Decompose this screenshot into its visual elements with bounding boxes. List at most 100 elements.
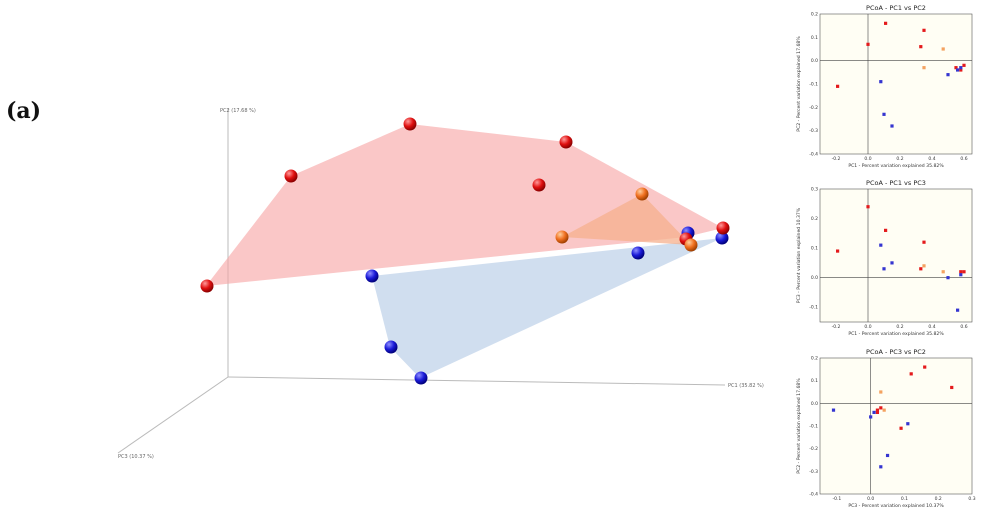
data-point xyxy=(962,270,966,274)
x-tick-label: 0.0 xyxy=(864,324,871,330)
y-tick-label: -0.4 xyxy=(809,492,818,498)
x-tick-label: 0.6 xyxy=(960,156,967,162)
data-point xyxy=(941,270,945,274)
panel-label: (a) xyxy=(6,98,42,124)
x-tick-label: -0.2 xyxy=(832,324,841,330)
x-tick-label: 0.2 xyxy=(896,324,903,330)
pc1-axis-label: PC1 (35.82 %) xyxy=(728,383,764,389)
data-point xyxy=(882,112,886,116)
data-point xyxy=(836,249,840,253)
x-tick-label: -0.1 xyxy=(832,496,841,502)
y-tick-label: 0.2 xyxy=(811,356,818,362)
data-point xyxy=(909,372,913,376)
red-group-hull xyxy=(206,124,723,286)
x-tick-label: 0.0 xyxy=(867,496,874,502)
data-point xyxy=(836,84,840,88)
x-tick-label: -0.2 xyxy=(832,156,841,162)
y-tick-label: 0.1 xyxy=(811,378,818,384)
data-point xyxy=(922,66,926,70)
data-point xyxy=(956,68,960,72)
data-point xyxy=(869,415,873,419)
data-point xyxy=(882,267,886,271)
data-point xyxy=(882,408,886,412)
data-point xyxy=(959,66,963,70)
data-point xyxy=(950,385,954,390)
data-point xyxy=(954,66,958,70)
data-point xyxy=(879,80,883,84)
x-axis-label: PC1 - Percent variation explained 35.82% xyxy=(848,163,944,169)
y-tick-label: -0.4 xyxy=(809,152,818,158)
data-point xyxy=(922,264,926,268)
data-point xyxy=(919,45,923,49)
sample-point-blue xyxy=(414,371,428,385)
mini-plot-title: PCoA - PC1 vs PC3 xyxy=(866,179,926,187)
mini-plot-svg: PCoA - PC3 vs PC2 -0.1 0.0 0.1 0.2 0.3 -0.4 -0.… xyxy=(796,348,976,509)
plot-area xyxy=(819,357,973,495)
y-tick-label: 0.0 xyxy=(811,401,818,407)
y-tick-label: -0.2 xyxy=(809,446,818,452)
mini-plot-svg: PCoA - PC1 vs PC3 -0.2 0.0 0.2 0.4 0.6 -0.1 0.0… xyxy=(796,179,973,337)
x-axis-label: PC1 - Percent variation explained 35.82% xyxy=(848,331,944,337)
y-tick-label: -0.1 xyxy=(809,424,818,430)
x-tick-label: 0.4 xyxy=(928,324,935,330)
pc3-axis-label: PC3 (10.37 %) xyxy=(118,454,154,460)
x-tick-label: 0.0 xyxy=(864,156,871,162)
orange-group-hull xyxy=(562,194,691,245)
mini-plot-svg: PCoA - PC1 vs PC2 -0.2 0.0 0.2 0.4 0.6 -0.4 -0.… xyxy=(796,4,973,169)
y-axis-label: PC2 - Percent variation explained 17.68% xyxy=(796,378,802,474)
x-tick-label: 0.2 xyxy=(896,156,903,162)
data-point xyxy=(884,21,888,25)
data-point xyxy=(831,408,836,412)
sample-point-red xyxy=(559,135,573,149)
data-point xyxy=(879,465,883,469)
data-point xyxy=(866,205,870,209)
y-tick-label: 0.3 xyxy=(811,187,818,193)
data-point xyxy=(962,63,966,67)
y-axis-label: PC2 - Percent variation explained 17.68% xyxy=(796,36,802,132)
data-point xyxy=(919,267,923,271)
x-axis-label: PC3 - Percent variation explained 10.37% xyxy=(848,503,944,509)
data-point xyxy=(884,228,888,232)
y-tick-label: 0.1 xyxy=(811,246,818,252)
sample-point-orange xyxy=(684,238,698,252)
data-point xyxy=(922,28,926,32)
y-tick-label: -0.3 xyxy=(809,128,818,134)
data-point xyxy=(946,276,950,280)
data-point xyxy=(956,308,960,312)
sample-point-orange xyxy=(635,187,649,201)
sample-point-red xyxy=(403,117,417,131)
y-tick-label: -0.3 xyxy=(809,469,818,475)
x-tick-label: 0.3 xyxy=(968,496,975,502)
y-tick-label: -0.2 xyxy=(809,105,818,111)
y-tick-label: 0.1 xyxy=(811,35,818,41)
plot-area xyxy=(819,13,973,155)
y-tick-label: -0.1 xyxy=(809,305,818,311)
data-point xyxy=(959,68,963,72)
sample-point-red xyxy=(284,169,298,183)
x-tick-label: 0.4 xyxy=(928,156,935,162)
sample-point-red xyxy=(716,221,730,235)
pc2-axis-label: PC2 (17.68 %) xyxy=(220,108,256,114)
sample-point-blue xyxy=(365,269,379,283)
y-tick-label: 0.2 xyxy=(811,12,818,18)
y-tick-label: 0.0 xyxy=(811,275,818,281)
data-point xyxy=(866,42,870,46)
pc1-vs-pc2-plot: PCoA - PC1 vs PC2 -0.2 0.0 0.2 0.4 0.6 -0.4 -0.… xyxy=(790,0,982,172)
sample-point-orange xyxy=(555,230,569,244)
data-point xyxy=(872,410,876,414)
y-tick-label: -0.1 xyxy=(809,82,818,88)
data-point xyxy=(890,124,894,128)
data-point xyxy=(959,273,963,277)
data-point xyxy=(899,426,903,430)
mini-plot-title: PCoA - PC3 vs PC2 xyxy=(866,348,926,356)
data-point xyxy=(879,243,883,247)
pc3-vs-pc2-plot: PCoA - PC3 vs PC2 -0.1 0.0 0.1 0.2 0.3 -0.4 -0.… xyxy=(790,344,982,512)
data-point xyxy=(923,365,927,369)
data-point xyxy=(906,422,910,426)
blue-group-hull xyxy=(372,238,722,378)
x-tick-label: 0.6 xyxy=(960,324,967,330)
x-tick-label: 0.2 xyxy=(935,496,942,502)
data-point xyxy=(959,270,963,274)
plot-area xyxy=(819,188,973,323)
data-point xyxy=(875,410,880,414)
